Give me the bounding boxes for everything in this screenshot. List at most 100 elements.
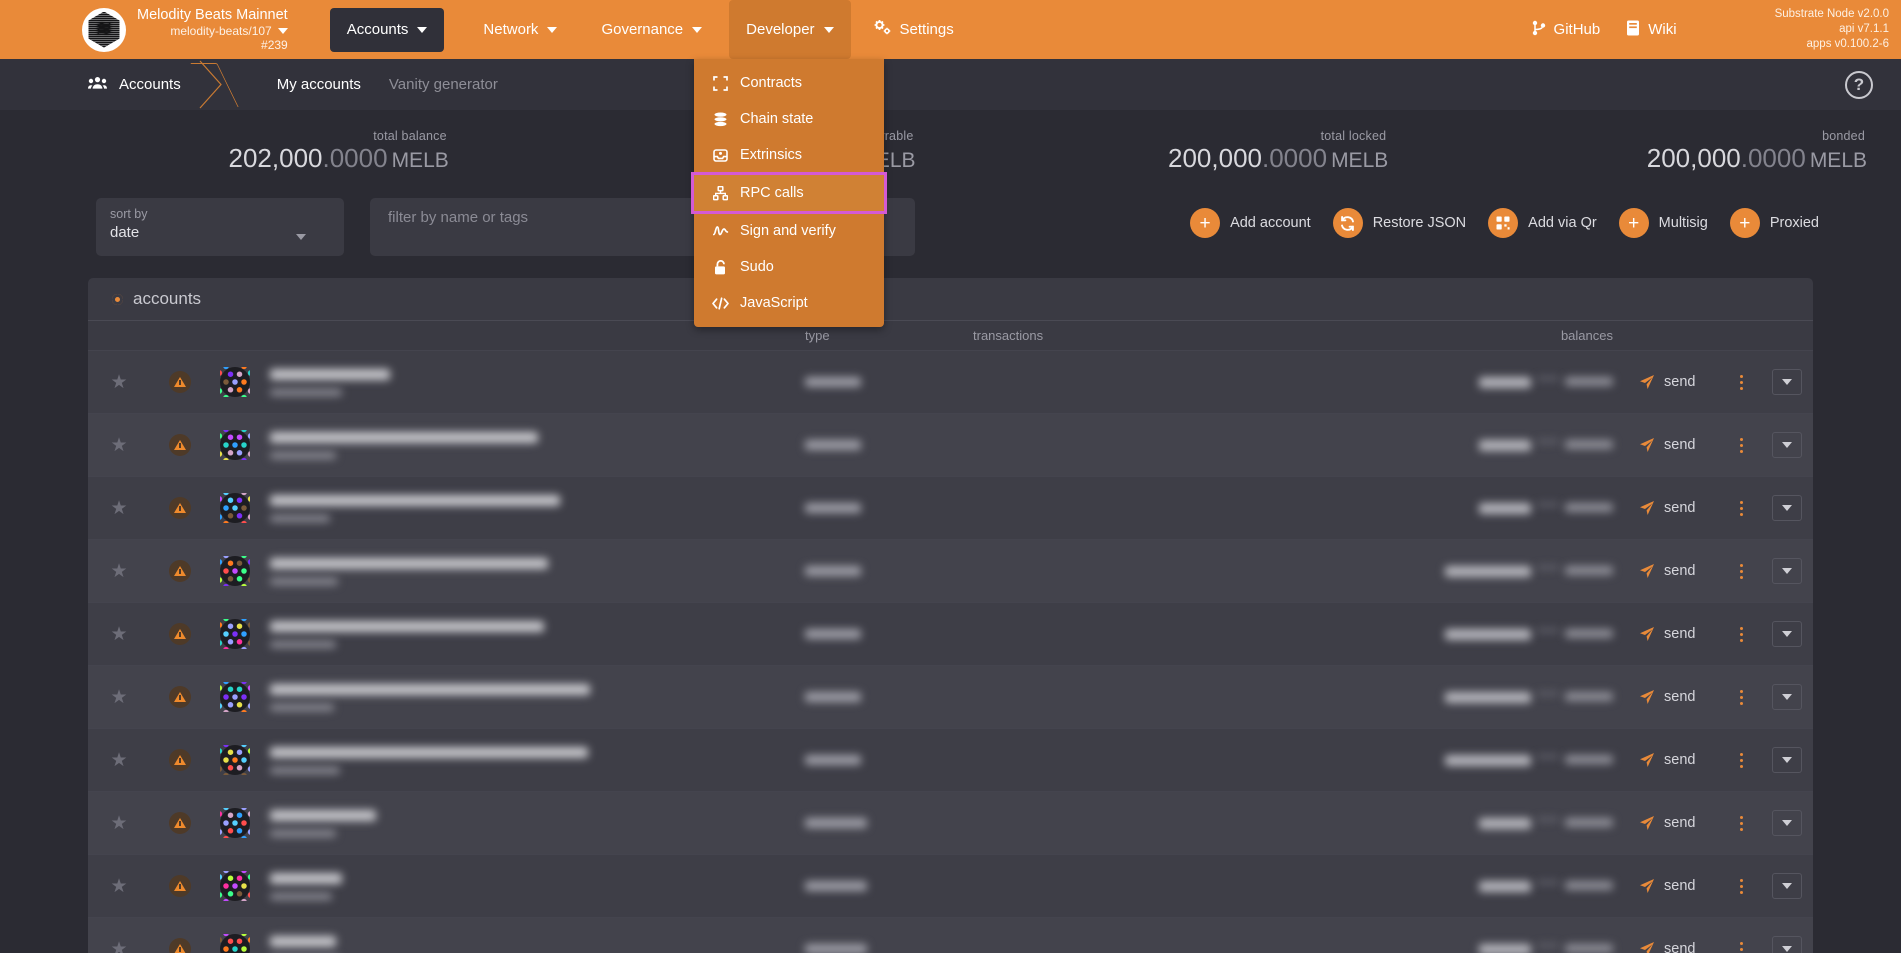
row-expand-button[interactable] [1761, 873, 1813, 899]
send-button[interactable]: send [1617, 752, 1721, 768]
table-row[interactable]: ★ send [88, 665, 1813, 728]
row-more-menu-icon[interactable] [1721, 878, 1761, 894]
refresh-icon [1332, 208, 1363, 238]
row-more-menu-icon[interactable] [1721, 752, 1761, 768]
breadcrumb-separator-icon [199, 59, 233, 110]
warning-icon[interactable] [150, 875, 210, 897]
row-more-menu-icon[interactable] [1721, 374, 1761, 390]
proxied-button[interactable]: + Proxied [1729, 208, 1819, 238]
nav-item-developer[interactable]: Developer [729, 0, 851, 59]
help-button[interactable]: ? [1845, 70, 1873, 99]
row-more-menu-icon[interactable] [1721, 626, 1761, 642]
warning-icon[interactable] [150, 749, 210, 771]
code-icon [712, 296, 729, 310]
menu-item-chain-state[interactable]: Chain state [694, 101, 884, 137]
favorite-star-icon[interactable]: ★ [110, 371, 128, 393]
add-account-button[interactable]: + Add account [1190, 208, 1311, 238]
github-link[interactable]: GitHub [1532, 20, 1600, 40]
table-row[interactable]: ★ send [88, 413, 1813, 476]
chain-name: Melodity Beats Mainnet [137, 6, 288, 23]
tab-my-accounts[interactable]: My accounts [263, 59, 375, 110]
warning-icon[interactable] [150, 686, 210, 708]
row-expand-button[interactable] [1761, 432, 1813, 458]
menu-item-contracts[interactable]: Contracts [694, 65, 884, 101]
row-expand-button[interactable] [1761, 747, 1813, 773]
table-row[interactable]: ★ send [88, 791, 1813, 854]
row-more-menu-icon[interactable] [1721, 563, 1761, 579]
menu-item-javascript[interactable]: JavaScript [694, 285, 884, 321]
send-button[interactable]: send [1617, 437, 1721, 453]
send-button[interactable]: send [1617, 815, 1721, 831]
developer-dropdown-menu: Contracts Chain state Extrinsics [691, 59, 887, 327]
tab-vanity-generator[interactable]: Vanity generator [375, 59, 512, 110]
account-identicon [210, 556, 260, 586]
favorite-star-icon[interactable]: ★ [110, 812, 128, 834]
favorite-star-icon[interactable]: ★ [110, 497, 128, 519]
send-button[interactable]: send [1617, 878, 1721, 894]
nav-item-settings[interactable]: Settings [857, 6, 971, 54]
menu-item-extrinsics[interactable]: Extrinsics [694, 137, 884, 173]
tab-label: My accounts [276, 76, 361, 93]
row-more-menu-icon[interactable] [1721, 941, 1761, 953]
account-type-cell [805, 566, 973, 576]
favorite-star-icon[interactable]: ★ [110, 623, 128, 645]
chevron-down-icon [277, 27, 288, 34]
send-button[interactable]: send [1617, 500, 1721, 516]
row-more-menu-icon[interactable] [1721, 437, 1761, 453]
row-expand-button[interactable] [1761, 495, 1813, 521]
send-button[interactable]: send [1617, 563, 1721, 579]
warning-icon[interactable] [150, 560, 210, 582]
restore-json-button[interactable]: Restore JSON [1332, 208, 1466, 238]
multisig-button[interactable]: + Multisig [1618, 208, 1708, 238]
send-button[interactable]: send [1617, 941, 1721, 953]
row-more-menu-icon[interactable] [1721, 689, 1761, 705]
account-type-cell [805, 377, 973, 387]
favorite-star-icon[interactable]: ★ [110, 749, 128, 771]
warning-icon[interactable] [150, 434, 210, 456]
warning-icon[interactable] [150, 938, 210, 953]
send-button[interactable]: send [1617, 374, 1721, 390]
sort-by-select[interactable]: sort by date [96, 198, 344, 256]
table-row[interactable]: ★ send [88, 350, 1813, 413]
chain-selector[interactable]: ≋ Melodity Beats Mainnet melodity-beats/… [82, 0, 288, 59]
send-button[interactable]: send [1617, 626, 1721, 642]
menu-item-sign-and-verify[interactable]: Sign and verify [694, 213, 884, 249]
nav-item-governance[interactable]: Governance [584, 6, 719, 54]
menu-item-sudo[interactable]: Sudo [694, 249, 884, 285]
help-label: ? [1853, 74, 1865, 94]
row-more-menu-icon[interactable] [1721, 500, 1761, 516]
nav-item-network[interactable]: Network [466, 6, 574, 54]
menu-label: Contracts [740, 75, 803, 91]
contracts-icon [712, 75, 729, 91]
warning-icon[interactable] [150, 812, 210, 834]
favorite-star-icon[interactable]: ★ [110, 560, 128, 582]
row-expand-button[interactable] [1761, 558, 1813, 584]
table-row[interactable]: ★ send [88, 854, 1813, 917]
breadcrumb-accounts[interactable]: Accounts [88, 59, 181, 110]
favorite-star-icon[interactable]: ★ [110, 686, 128, 708]
nav-item-accounts[interactable]: Accounts [329, 7, 445, 52]
favorite-star-icon[interactable]: ★ [110, 938, 128, 953]
warning-icon[interactable] [150, 497, 210, 519]
database-icon [712, 112, 729, 127]
warning-icon[interactable] [150, 623, 210, 645]
row-expand-button[interactable] [1761, 936, 1813, 953]
table-row[interactable]: ★ send [88, 476, 1813, 539]
favorite-star-icon[interactable]: ★ [110, 875, 128, 897]
table-row[interactable]: ★ send [88, 539, 1813, 602]
table-row[interactable]: ★ send [88, 728, 1813, 791]
table-row[interactable]: ★ send [88, 917, 1813, 953]
row-expand-button[interactable] [1761, 810, 1813, 836]
add-via-qr-button[interactable]: Add via Qr [1488, 208, 1597, 238]
row-expand-button[interactable] [1761, 684, 1813, 710]
favorite-star-icon[interactable]: ★ [110, 434, 128, 456]
menu-item-rpc-calls[interactable]: RPC calls [691, 172, 887, 214]
send-button[interactable]: send [1617, 689, 1721, 705]
row-more-menu-icon[interactable] [1721, 815, 1761, 831]
table-row[interactable]: ★ send [88, 602, 1813, 665]
row-expand-button[interactable] [1761, 621, 1813, 647]
account-name-cell [260, 809, 805, 837]
wiki-link[interactable]: Wiki [1626, 20, 1677, 40]
warning-icon[interactable] [150, 371, 210, 393]
row-expand-button[interactable] [1761, 369, 1813, 395]
